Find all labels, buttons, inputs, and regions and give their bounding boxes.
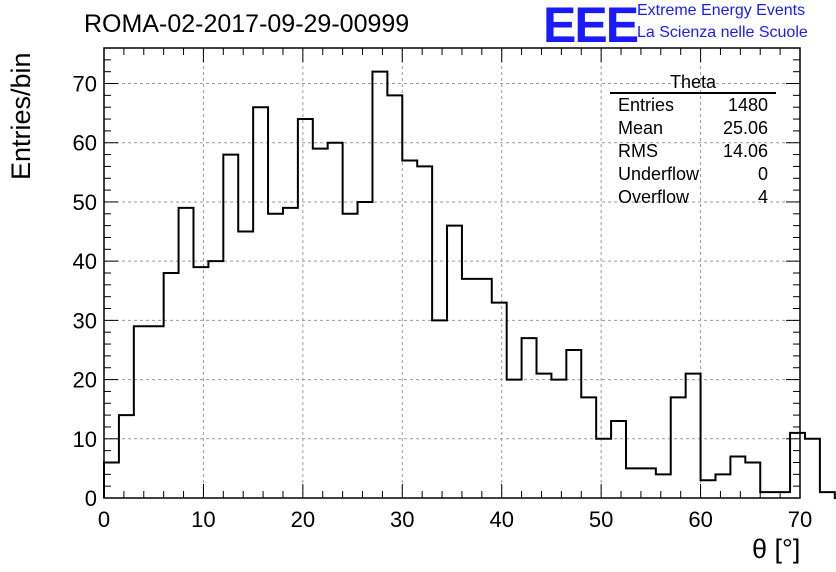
- histogram-bin: [790, 433, 805, 498]
- histogram-bin: [551, 380, 566, 498]
- histogram-bin: [164, 273, 179, 498]
- y-tick-label: 50: [73, 190, 97, 215]
- histogram-bin: [372, 72, 387, 498]
- stats-title: Theta: [610, 72, 776, 94]
- x-tick-label: 30: [390, 507, 414, 532]
- stats-row-mean: Mean 25.06: [610, 117, 776, 140]
- plot-frame: [103, 47, 801, 499]
- histogram-bin: [298, 119, 313, 498]
- eee-logo: EEE: [543, 0, 639, 53]
- stats-label: Entries: [618, 95, 675, 115]
- logo-line-2: La Scienza nelle Scuole: [637, 24, 808, 41]
- histogram-bin: [208, 261, 223, 498]
- y-tick-label: 30: [73, 308, 97, 333]
- y-axis-label: Entries/bin: [6, 52, 36, 180]
- stats-value: 1480: [727, 95, 768, 115]
- chart-title: ROMA-02-2017-09-29-00999: [84, 10, 410, 38]
- y-tick-label: 20: [73, 368, 97, 393]
- histogram-bin: [522, 338, 537, 498]
- histogram-bin: [537, 374, 552, 498]
- histogram-bin: [805, 439, 820, 498]
- histogram-bin: [447, 226, 462, 498]
- histogram-bin: [193, 267, 208, 498]
- histogram-bin: [313, 149, 328, 498]
- histogram-bin: [223, 155, 238, 498]
- stats-row-rms: RMS 14.06: [610, 140, 776, 163]
- histogram-bin: [238, 232, 253, 498]
- y-tick-label: 0: [85, 486, 97, 511]
- histogram-bin: [283, 208, 298, 498]
- y-tick-label: 10: [73, 427, 97, 452]
- histogram-bin: [253, 107, 268, 498]
- histogram-bin: [104, 462, 119, 498]
- histogram-bin: [566, 350, 581, 498]
- stats-box: Theta Entries 1480 Mean 25.06 RMS 14.06 Underf…: [610, 72, 776, 209]
- y-tick-label: 40: [73, 249, 97, 274]
- histogram-bin: [492, 303, 507, 498]
- histogram-bin: [417, 166, 432, 498]
- histogram-bin: [581, 397, 596, 498]
- histogram-bin: [432, 320, 447, 498]
- histogram-bin: [477, 279, 492, 498]
- logo-line-1: Extreme Energy Events: [637, 2, 806, 19]
- stats-label: Overflow: [618, 187, 690, 207]
- histogram-outline: [103, 70, 836, 499]
- stats-value: 4: [757, 187, 768, 207]
- histogram-bin: [671, 397, 686, 498]
- stats-row-overflow: Overflow 4: [610, 186, 776, 209]
- histogram-bin: [462, 279, 477, 498]
- histogram-bin: [730, 457, 745, 498]
- y-tick-label: 60: [73, 131, 97, 156]
- histogram-bin: [119, 415, 134, 498]
- histogram-bin: [701, 480, 716, 498]
- x-tick-label: 0: [98, 507, 110, 532]
- x-axis-label: θ [°]: [752, 534, 801, 564]
- stats-row-underflow: Underflow 0: [610, 163, 776, 186]
- histogram-bin: [358, 202, 373, 498]
- histogram-bin: [641, 468, 656, 498]
- histogram-bin: [611, 421, 626, 498]
- histogram-bin: [686, 374, 701, 498]
- x-tick-label: 20: [291, 507, 315, 532]
- histogram-bin: [656, 474, 671, 498]
- histogram-bin: [745, 462, 760, 498]
- x-tick-label: 70: [788, 507, 812, 532]
- histogram-bin: [179, 208, 194, 498]
- histogram-bin: [387, 95, 402, 498]
- y-tick-label: 70: [73, 72, 97, 97]
- stats-label: RMS: [618, 141, 658, 161]
- stats-label: Underflow: [618, 164, 700, 184]
- histogram-bin: [596, 439, 611, 498]
- histogram-bin: [402, 161, 417, 499]
- x-tick-label: 60: [688, 507, 712, 532]
- stats-value: 25.06: [722, 118, 768, 138]
- x-tick-label: 10: [191, 507, 215, 532]
- histogram-bin: [715, 474, 730, 498]
- x-tick-label: 50: [589, 507, 613, 532]
- stats-value: 0: [757, 164, 768, 184]
- histogram-bin: [626, 468, 641, 498]
- histogram-bin: [134, 326, 149, 498]
- stats-value: 14.06: [722, 141, 768, 161]
- histogram-bin: [268, 214, 283, 498]
- histogram-bin: [149, 326, 164, 498]
- stats-row-entries: Entries 1480: [610, 94, 776, 117]
- x-tick-label: 40: [489, 507, 513, 532]
- histogram-bin: [343, 214, 358, 498]
- stats-label: Mean: [618, 118, 664, 138]
